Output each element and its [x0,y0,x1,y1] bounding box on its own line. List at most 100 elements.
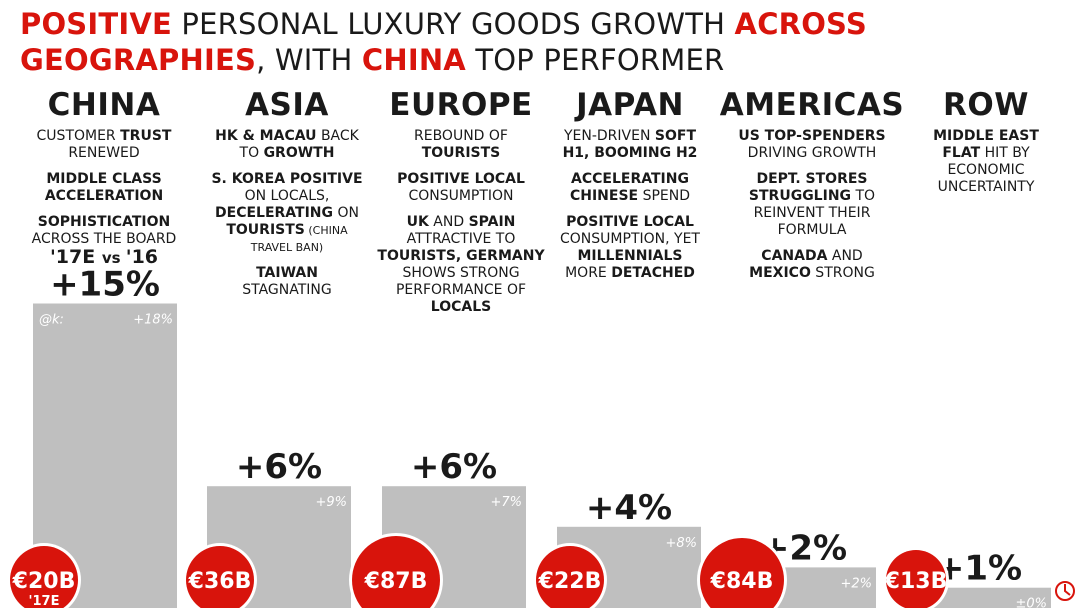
title-line-1-segment: POSITIVE [20,7,173,41]
page-title: POSITIVE PERSONAL LUXURY GOODS GROWTH AC… [20,6,1070,78]
description-line: TAIWAN [200,265,375,282]
description-text: CANADA [761,248,828,264]
description-line: ACCELERATION [19,188,189,205]
description-line: US TOP-SPENDERS [712,128,912,145]
region-description: CUSTOMER TRUST RENEWED MIDDLE CLASS ACCELER… [19,128,189,248]
market-size-circle [186,546,254,608]
market-size-label: €87B [364,569,428,594]
description-text: CONSUMPTION [408,188,514,204]
description-line: REBOUND OF [369,128,554,145]
description-text: SPEND [638,188,691,204]
description-text: UNCERTAINTY [937,179,1035,195]
description-text: STRONG [810,265,875,281]
market-size-circle [886,550,946,608]
description-line: SOPHISTICATION [19,214,189,231]
description-line: MORE DETACHED [548,265,713,282]
description-line: MILLENNIALS [548,248,713,265]
description-block: ACCELERATING CHINESE SPEND [548,171,713,205]
description-line: UNCERTAINTY [911,179,1061,196]
description-text: S. KOREA POSITIVE [211,171,363,187]
description-block: MIDDLE CLASS ACCELERATION [19,171,189,205]
description-text: H1, BOOMING H2 [562,145,698,161]
market-size-circle [352,536,440,608]
description-line: ATTRACTIVE TO [369,231,554,248]
market-size-circle [10,546,78,608]
description-text: ECONOMIC [947,162,1025,178]
description-text: ACROSS THE BOARD [31,231,177,247]
region-column-china: CHINA CUSTOMER TRUST RENEWED MIDDLE CLASS AC… [19,86,189,257]
title-line-2: GEOGRAPHIES, WITH CHINA TOP PERFORMER [20,42,1070,78]
description-line: MEXICO STRONG [712,265,912,282]
description-line: FORMULA [712,222,912,239]
description-line: HK & MACAU BACK [200,128,375,145]
description-line: TO GROWTH [200,145,375,162]
description-line: CUSTOMER TRUST [19,128,189,145]
description-text: US TOP-SPENDERS [738,128,886,144]
description-text: YEN-DRIVEN [563,128,655,144]
region-heading: EUROPE [389,87,533,123]
description-line: STAGNATING [200,282,375,299]
growth-label: +6% [236,447,322,487]
description-text: DEPT. STORES [756,171,868,187]
description-text: AND [428,214,469,230]
region-heading: CHINA [47,87,161,123]
description-text: FLAT [942,145,981,161]
description-text: PERFORMANCE OF [395,282,527,298]
description-text: ACCELERATION [44,188,164,204]
growth-label: +15% [50,265,160,305]
description-text: FORMULA [777,222,847,238]
description-text: TO [851,188,876,204]
description-text: SHOWS STRONG [402,265,520,281]
region-heading: JAPAN [576,87,684,123]
description-line: RENEWED [19,145,189,162]
secondary-growth-label: +8% [665,536,697,551]
description-line: PERFORMANCE OF [369,282,554,299]
description-line: DRIVING GROWTH [712,145,912,162]
description-line: DECELERATING ON [200,205,375,222]
market-size-sublabel: '17E [29,594,60,608]
description-text: DETACHED [611,265,695,281]
comparison-vs: vs [102,249,126,267]
description-text: RENEWED [68,145,140,161]
description-line: ACROSS THE BOARD [19,231,189,248]
description-text: (CHINA [304,224,348,237]
description-line: TOURISTS, GERMANY [369,248,554,265]
description-text: TOURISTS, GERMANY [377,248,545,264]
region-column-japan: JAPAN YEN-DRIVEN SOFT H1, BOOMING H2 ACCELE… [548,86,713,291]
description-line: ECONOMIC [911,162,1061,179]
comparison-year-current: '17E [50,246,102,268]
description-text: TRUST [120,128,172,144]
description-text: ON [333,205,359,221]
description-text: GROWTH [263,145,335,161]
title-line-2-segment: TOP PERFORMER [465,43,725,77]
secondary-growth-label: ±0% [1015,597,1047,608]
description-text: TO [239,145,264,161]
description-line: SHOWS STRONG [369,265,554,282]
description-text: UK [406,214,429,230]
description-text: HIT BY [980,145,1030,161]
description-text: MEXICO [749,265,811,281]
description-block: POSITIVE LOCAL CONSUMPTION, YET MILLENNIAL… [548,214,713,282]
region-description: HK & MACAU BACK TO GROWTH S. KOREA POSITIV… [200,128,375,299]
description-text: MIDDLE CLASS [46,171,162,187]
description-line: ACCELERATING [548,171,713,188]
description-text: CONSUMPTION, YET [560,231,700,247]
region-heading: AMERICAS [719,87,905,123]
region-column-americas: AMERICAS US TOP-SPENDERS DRIVING GROWTH DEP… [712,86,912,291]
description-line: MIDDLE EAST [911,128,1061,145]
secondary-growth-label: +9% [315,495,347,510]
description-line: H1, BOOMING H2 [548,145,713,162]
description-text: HK & MACAU [215,128,317,144]
description-text: BACK [316,128,359,144]
description-text: MIDDLE EAST [933,128,1039,144]
title-line-2-segment: GEOGRAPHIES [20,43,257,77]
description-text: STRUGGLING [748,188,852,204]
growth-label: +4% [586,488,672,528]
description-text: REBOUND OF [414,128,508,144]
description-line: CONSUMPTION, YET [548,231,713,248]
region-description: MIDDLE EAST FLAT HIT BY ECONOMIC UNCERTAINT… [911,128,1061,196]
region-description: US TOP-SPENDERS DRIVING GROWTH DEPT. STORE… [712,128,912,282]
description-line: POSITIVE LOCAL [548,214,713,231]
description-text: STAGNATING [242,282,332,298]
region-description: REBOUND OF TOURISTS POSITIVE LOCAL CONSUMPT… [369,128,554,316]
